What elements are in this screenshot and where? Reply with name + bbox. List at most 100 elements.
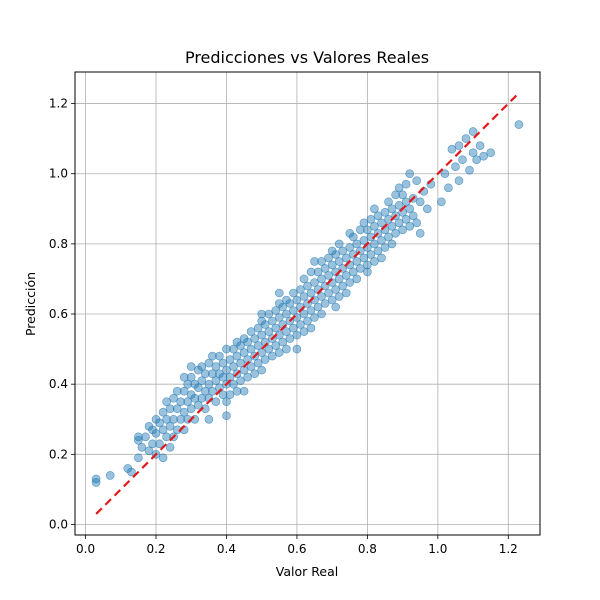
scatter-point — [324, 288, 333, 298]
scatter-point — [211, 376, 221, 386]
scatter-point — [359, 236, 369, 245]
scatter-point — [264, 327, 274, 336]
y-axis-label: Predicción — [23, 272, 38, 336]
scatter-point — [179, 386, 189, 396]
scatter-point — [257, 309, 267, 319]
scatter-point — [363, 260, 372, 270]
scatter-point — [183, 397, 192, 407]
scatter-point — [208, 386, 217, 396]
scatter-point — [271, 306, 281, 315]
scatter-point — [341, 253, 351, 263]
x-tick-label: 0.8 — [358, 542, 377, 556]
scatter-point — [345, 229, 355, 238]
scatter-point — [394, 218, 404, 228]
scatter-point — [148, 439, 157, 449]
scatter-point — [222, 365, 231, 375]
scatter-point — [468, 127, 478, 136]
scatter-point — [186, 404, 196, 414]
scatter-point — [387, 222, 397, 231]
scatter-point — [317, 309, 326, 319]
y-tick-label: 0.0 — [49, 517, 68, 531]
scatter-point — [91, 478, 101, 487]
scatter-point — [285, 334, 295, 343]
scatter-point — [306, 306, 316, 315]
scatter-point — [394, 201, 404, 210]
scatter-point — [274, 288, 284, 298]
scatter-point — [327, 260, 337, 270]
scatter-point — [299, 292, 309, 301]
scatter-point — [194, 365, 203, 375]
scatter-point — [412, 218, 422, 228]
scatter-point — [405, 204, 415, 214]
scatter-point — [306, 323, 316, 333]
x-tick-label: 0.6 — [287, 542, 306, 556]
scatter-point — [179, 372, 189, 382]
scatter-point — [313, 302, 323, 312]
scatter-point — [398, 190, 407, 200]
scatter-point — [186, 390, 196, 400]
scatter-point — [190, 393, 200, 403]
scatter-point — [137, 442, 147, 452]
grid-lines — [75, 72, 540, 535]
scatter-point — [359, 253, 369, 263]
x-tick-label: 0.4 — [217, 542, 236, 556]
scatter-point — [186, 362, 196, 371]
scatter-point — [197, 376, 207, 386]
scatter-point — [437, 197, 446, 207]
chart-title: Predicciones vs Valores Reales — [185, 48, 429, 67]
scatter-point — [458, 155, 467, 164]
scatter-point — [331, 285, 341, 294]
scatter-point — [355, 225, 365, 235]
scatter-point — [232, 337, 242, 347]
scatter-point — [306, 288, 316, 298]
scatter-point — [352, 239, 362, 249]
scatter-point — [144, 421, 154, 431]
scatter-point — [398, 225, 407, 235]
scatter-point — [162, 397, 171, 407]
scatter-point — [334, 257, 344, 266]
scatter-point — [285, 299, 295, 308]
y-tick-label: 0.4 — [49, 377, 68, 391]
scatter-point — [384, 232, 393, 242]
scatter-point — [408, 211, 418, 221]
scatter-point — [454, 141, 464, 150]
scatter-point — [186, 372, 196, 382]
scatter-point — [387, 239, 397, 249]
scatter-point — [91, 474, 101, 484]
scatter-point — [172, 386, 182, 396]
scatter-point — [257, 330, 267, 340]
scatter-point — [391, 190, 400, 200]
x-axis-ticks: 0.0 0.2 0.4 0.6 0.8 1.0 1.2 — [76, 535, 518, 556]
scatter-point — [229, 379, 238, 389]
scatter-point — [222, 411, 231, 421]
scatter-point — [289, 288, 298, 298]
scatter-point — [204, 358, 214, 368]
scatter-point — [222, 344, 231, 354]
scatter-point — [155, 439, 164, 449]
scatter-point — [324, 271, 333, 280]
x-tick-label: 1.0 — [428, 542, 447, 556]
scatter-point — [271, 341, 281, 350]
scatter-point — [401, 215, 411, 224]
scatter-point — [246, 344, 256, 354]
scatter-point — [289, 323, 298, 333]
scatter-point — [387, 204, 397, 214]
scatter-point — [218, 390, 228, 400]
scatter-point — [331, 302, 341, 312]
scatter-point — [331, 250, 341, 259]
scatter-point — [292, 344, 302, 354]
y-tick-label: 1.0 — [49, 167, 68, 181]
scatter-point — [141, 432, 150, 442]
scatter-point — [310, 278, 319, 287]
scatter-point — [222, 397, 231, 407]
scatter-point — [384, 197, 393, 207]
scatter-point — [370, 222, 379, 231]
scatter-point — [440, 169, 450, 178]
scatter-point — [257, 316, 267, 326]
scatter-point — [391, 229, 400, 238]
scatter-point — [303, 316, 312, 326]
scatter-point — [345, 278, 355, 287]
scatter-point — [422, 204, 432, 214]
scatter-point — [377, 218, 386, 228]
